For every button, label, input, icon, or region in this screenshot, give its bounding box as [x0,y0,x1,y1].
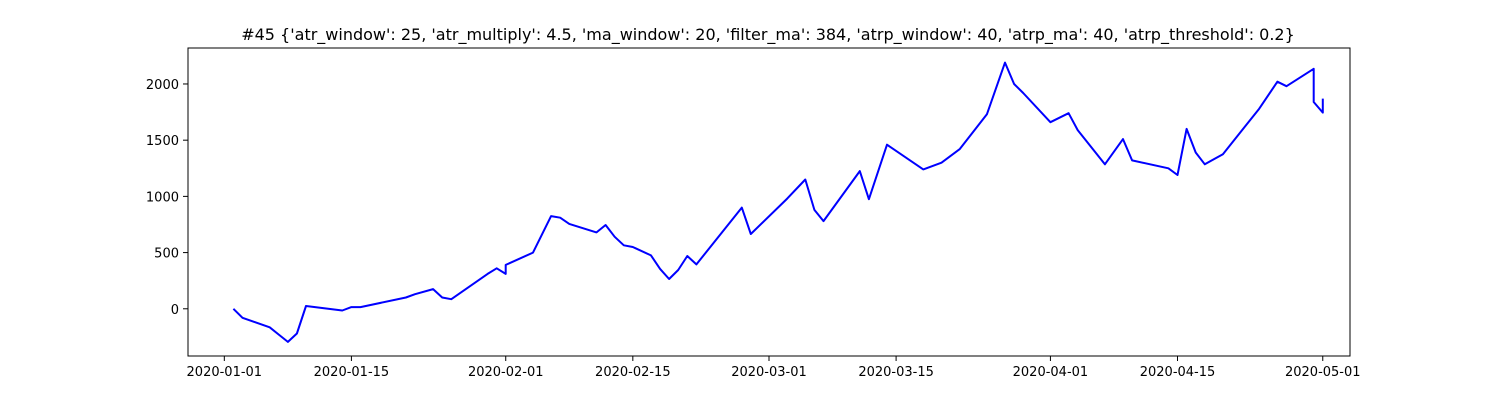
y-tick-label: 2000 [146,78,179,93]
x-tick-label: 2020-03-01 [731,365,807,380]
x-tick-label: 2020-02-01 [468,365,544,380]
x-tick-label: 2020-04-15 [1140,365,1216,380]
x-tick-label: 2020-01-01 [187,365,263,380]
x-tick-label: 2020-05-01 [1285,365,1361,380]
y-tick-label: 1500 [146,134,179,149]
plot-frame [187,47,1351,357]
plot-area: 2020-01-01 2020-01-15 2020-02-01 2020-02-15… [146,47,1361,380]
series-line-0 [232,61,1324,343]
y-tick-label: 1000 [146,190,179,205]
y-tick-label: 500 [154,247,179,262]
x-tick-label: 2020-01-15 [314,365,390,380]
x-tick-label: 2020-04-01 [1013,365,1089,380]
y-tick-label: 0 [171,303,179,318]
chart-title: #45 {'atr_window': 25, 'atr_multiply': 4… [241,25,1295,45]
x-tick-label: 2020-02-15 [595,365,671,380]
x-tick-label: 2020-03-15 [858,365,934,380]
